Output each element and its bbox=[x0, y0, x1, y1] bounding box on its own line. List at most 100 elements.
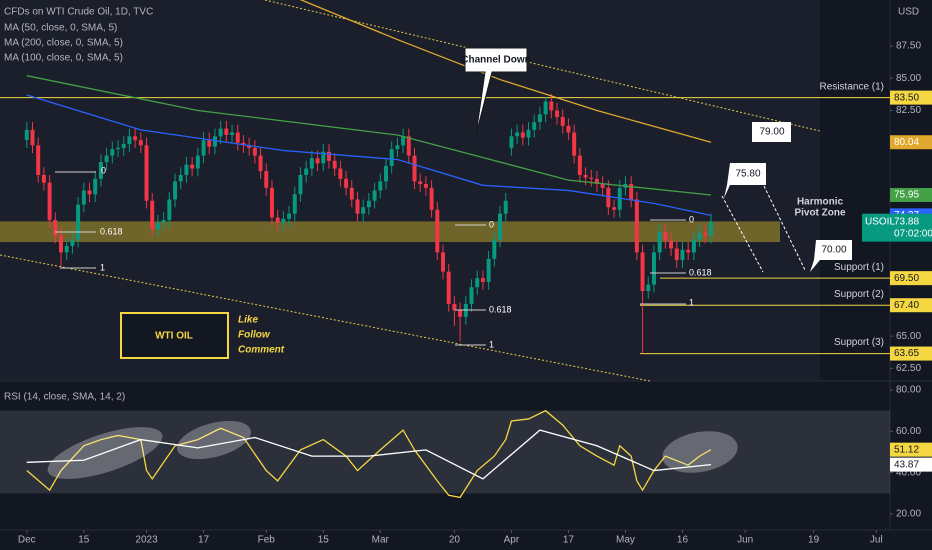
candle-body bbox=[594, 178, 599, 185]
candle-body bbox=[515, 132, 520, 137]
candle-body bbox=[458, 310, 463, 317]
candle-body bbox=[93, 178, 98, 195]
x-tick-label: 17 bbox=[198, 535, 210, 546]
highlight bbox=[662, 431, 738, 473]
y-tick-label: 87.50 bbox=[896, 41, 921, 52]
level-label: Resistance (1) bbox=[820, 81, 884, 92]
candle-body bbox=[651, 252, 656, 285]
candle-body bbox=[184, 164, 189, 175]
candle-body bbox=[47, 182, 52, 221]
level-label: Support (1) bbox=[834, 262, 884, 273]
candle-body bbox=[252, 147, 257, 156]
candle-body bbox=[41, 174, 46, 183]
candle-body bbox=[258, 155, 263, 172]
candle-body bbox=[298, 174, 303, 195]
candle-body bbox=[669, 240, 674, 249]
candle-body bbox=[503, 200, 508, 214]
highlight bbox=[177, 420, 251, 460]
candle-body bbox=[378, 181, 383, 191]
candle-body bbox=[36, 145, 41, 175]
x-tick-label: Dec bbox=[18, 535, 36, 546]
highlight bbox=[47, 427, 163, 479]
x-tick-label: 2023 bbox=[135, 535, 158, 546]
channel-upper bbox=[264, 0, 821, 132]
candle-body bbox=[657, 231, 662, 253]
candle-body bbox=[475, 278, 480, 288]
x-tick-label: 19 bbox=[808, 535, 820, 546]
arrow bbox=[763, 185, 806, 271]
candle-body bbox=[577, 155, 582, 175]
level-price: 67.40 bbox=[894, 300, 919, 311]
moving-average bbox=[300, 0, 712, 143]
candle-body bbox=[697, 233, 702, 240]
candle-body bbox=[680, 249, 685, 261]
level-label: Support (2) bbox=[834, 289, 884, 300]
candle-body bbox=[663, 231, 668, 241]
candle-body bbox=[201, 140, 206, 156]
candle-body bbox=[441, 252, 446, 272]
candle-body bbox=[224, 128, 229, 136]
candle-body bbox=[81, 190, 86, 205]
candle-body bbox=[133, 136, 138, 141]
candle-body bbox=[412, 155, 417, 182]
last-symbol: USOIL bbox=[865, 216, 895, 227]
x-tick-label: Jul bbox=[870, 535, 883, 546]
fib-label: 0.618 bbox=[100, 226, 123, 236]
x-tick-label: Jun bbox=[737, 535, 753, 546]
candle-body bbox=[492, 239, 497, 259]
candle-body bbox=[195, 155, 200, 169]
candle-body bbox=[674, 248, 679, 261]
target-box bbox=[724, 163, 766, 198]
y-tick-label: 62.50 bbox=[896, 363, 921, 374]
y-tick-label: 82.50 bbox=[896, 105, 921, 116]
rsi-highlights bbox=[47, 420, 738, 479]
cta: Like bbox=[238, 315, 258, 326]
rsi-value-box bbox=[890, 442, 932, 457]
level-label: Support (3) bbox=[834, 337, 884, 348]
pivot-label: Harmonic bbox=[797, 197, 844, 208]
rsi-value: 51.12 bbox=[894, 444, 919, 455]
fib-label: 1 bbox=[689, 297, 694, 307]
candle-body bbox=[150, 200, 155, 230]
level-price-box bbox=[890, 298, 932, 313]
level-price-box bbox=[890, 346, 932, 361]
candle-body bbox=[161, 220, 166, 223]
candle-body bbox=[309, 158, 314, 169]
target-box bbox=[744, 122, 791, 160]
candle-body bbox=[292, 194, 297, 214]
x-tick-label: 15 bbox=[318, 535, 330, 546]
candle-body bbox=[138, 140, 143, 146]
candle-body bbox=[372, 190, 377, 201]
ma-price: 75.95 bbox=[894, 190, 919, 201]
last-price-box bbox=[862, 213, 932, 242]
candle-body bbox=[549, 101, 554, 111]
legend-entry: MA (100, close, 0, SMA, 5) bbox=[4, 53, 123, 64]
cta: Follow bbox=[238, 330, 271, 341]
candle-body bbox=[452, 303, 457, 311]
candle-body bbox=[70, 239, 75, 246]
candle-body bbox=[281, 218, 286, 223]
candle-body bbox=[212, 136, 217, 147]
y-tick-label: 85.00 bbox=[896, 73, 921, 84]
logo-box bbox=[120, 312, 229, 359]
rsi-y-tick-label: 60.00 bbox=[896, 426, 921, 437]
candle-body bbox=[486, 258, 491, 283]
pivot-label: Pivot Zone bbox=[794, 208, 846, 219]
candle-body bbox=[498, 213, 503, 240]
candle-body bbox=[560, 116, 565, 126]
candle-body bbox=[446, 271, 451, 304]
legend-entry: MA (200, close, 0, SMA, 5) bbox=[4, 38, 123, 49]
target-label: 70.00 bbox=[821, 245, 846, 256]
candle-body bbox=[612, 207, 617, 210]
moving-average bbox=[26, 75, 712, 196]
candle-body bbox=[344, 178, 349, 188]
rsi-band bbox=[0, 410, 890, 494]
candle-body bbox=[366, 200, 371, 208]
candle-body bbox=[190, 164, 195, 169]
arrow bbox=[721, 195, 764, 273]
rsi-value: 43.87 bbox=[894, 459, 919, 470]
candle-body bbox=[247, 145, 252, 148]
x-tick-label: 20 bbox=[449, 535, 461, 546]
candle-body bbox=[646, 284, 651, 292]
